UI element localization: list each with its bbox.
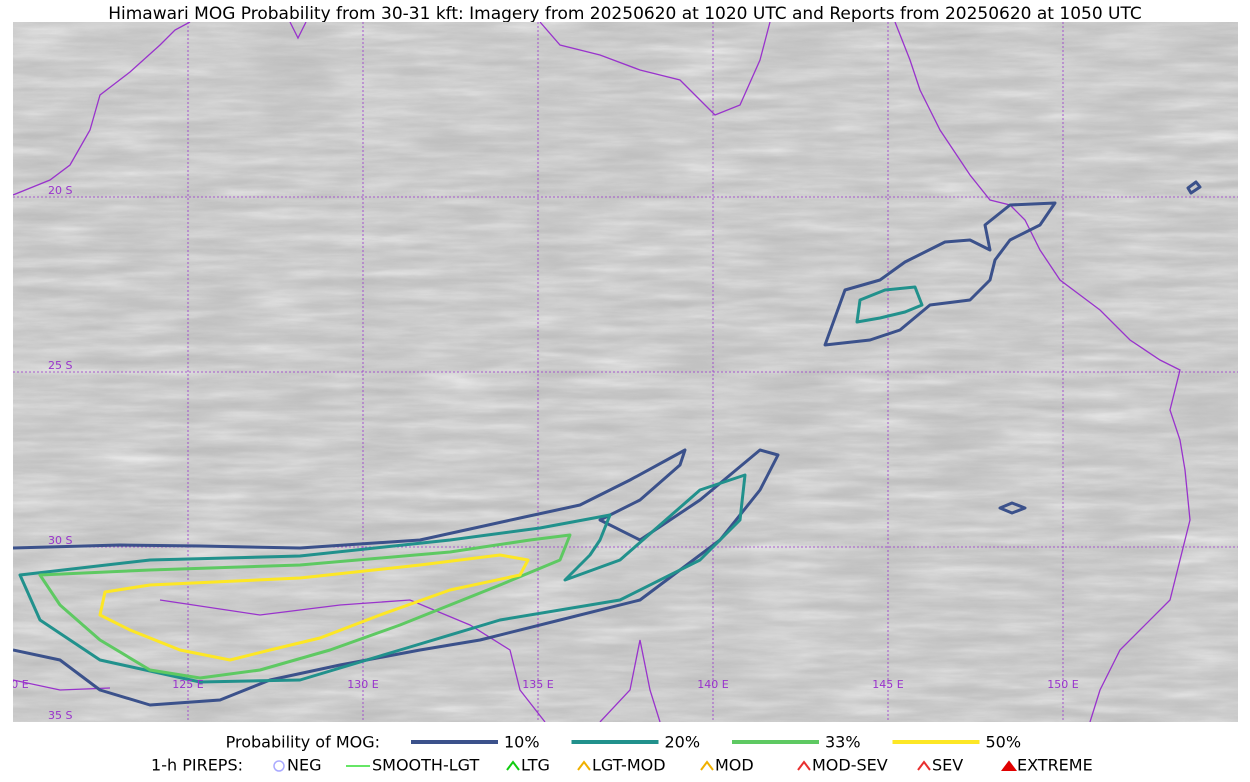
contour-33 (38, 533, 572, 680)
lon-label: 140 E (697, 678, 728, 691)
lat-label: 35 S (48, 709, 72, 722)
legend-label: 33% (825, 733, 861, 752)
contour-50 (98, 553, 530, 662)
lon-label: 120 E (0, 678, 29, 691)
lat-label: 25 S (48, 359, 72, 372)
pirep-icon (577, 760, 591, 771)
contour-10 (823, 201, 1057, 347)
pirep-label: MOD-SEV (812, 756, 888, 775)
lat-label: 30 S (48, 534, 72, 547)
pirep-icon (273, 760, 285, 772)
pirep-label: MOD (715, 756, 754, 775)
map: 120 E 125 E 130 E 135 E 140 E 145 E 150 E 20 S 2… (0, 22, 1238, 722)
contour-20 (18, 473, 747, 684)
pirep-icon (1001, 760, 1017, 771)
legend-label: 10% (504, 733, 540, 752)
pirep-label: NEG (287, 756, 321, 775)
probability-contours (13, 180, 1202, 707)
legend-title: 1-h PIREPS: (151, 756, 243, 775)
lon-label: 145 E (872, 678, 903, 691)
contour-10 (1186, 180, 1202, 195)
title: Himawari MOG Probability from 30-31 kft:… (108, 4, 1142, 24)
pirep-label: SMOOTH-LGT (372, 756, 479, 775)
legend-label: 50% (986, 733, 1022, 752)
lon-label: 125 E (172, 678, 203, 691)
graticule (13, 22, 1238, 722)
lon-label: 135 E (522, 678, 553, 691)
contour-10 (13, 448, 780, 707)
contour-20 (855, 285, 924, 324)
pirep-label: SEV (932, 756, 963, 775)
pirep-label: EXTREME (1017, 756, 1093, 775)
pirep-label: LTG (521, 756, 550, 775)
contour-10 (998, 501, 1027, 515)
pirep-icon (797, 760, 811, 771)
coastline (13, 22, 1191, 722)
legend-title: Probability of MOG: (226, 733, 380, 752)
pirep-icon (506, 760, 520, 771)
graticule-labels: 120 E 125 E 130 E 135 E 140 E 145 E 150 E 20 S 2… (0, 184, 1079, 722)
pirep-icon (700, 760, 714, 771)
lon-label: 150 E (1047, 678, 1078, 691)
pirep-label: LGT-MOD (592, 756, 666, 775)
lat-label: 20 S (48, 184, 72, 197)
legend-label: 20% (665, 733, 701, 752)
legend: Probability of MOG: 10% 20% 33% 50% 1-h PIREP… (151, 733, 1093, 775)
pirep-icon (917, 760, 931, 771)
lon-label: 130 E (347, 678, 378, 691)
